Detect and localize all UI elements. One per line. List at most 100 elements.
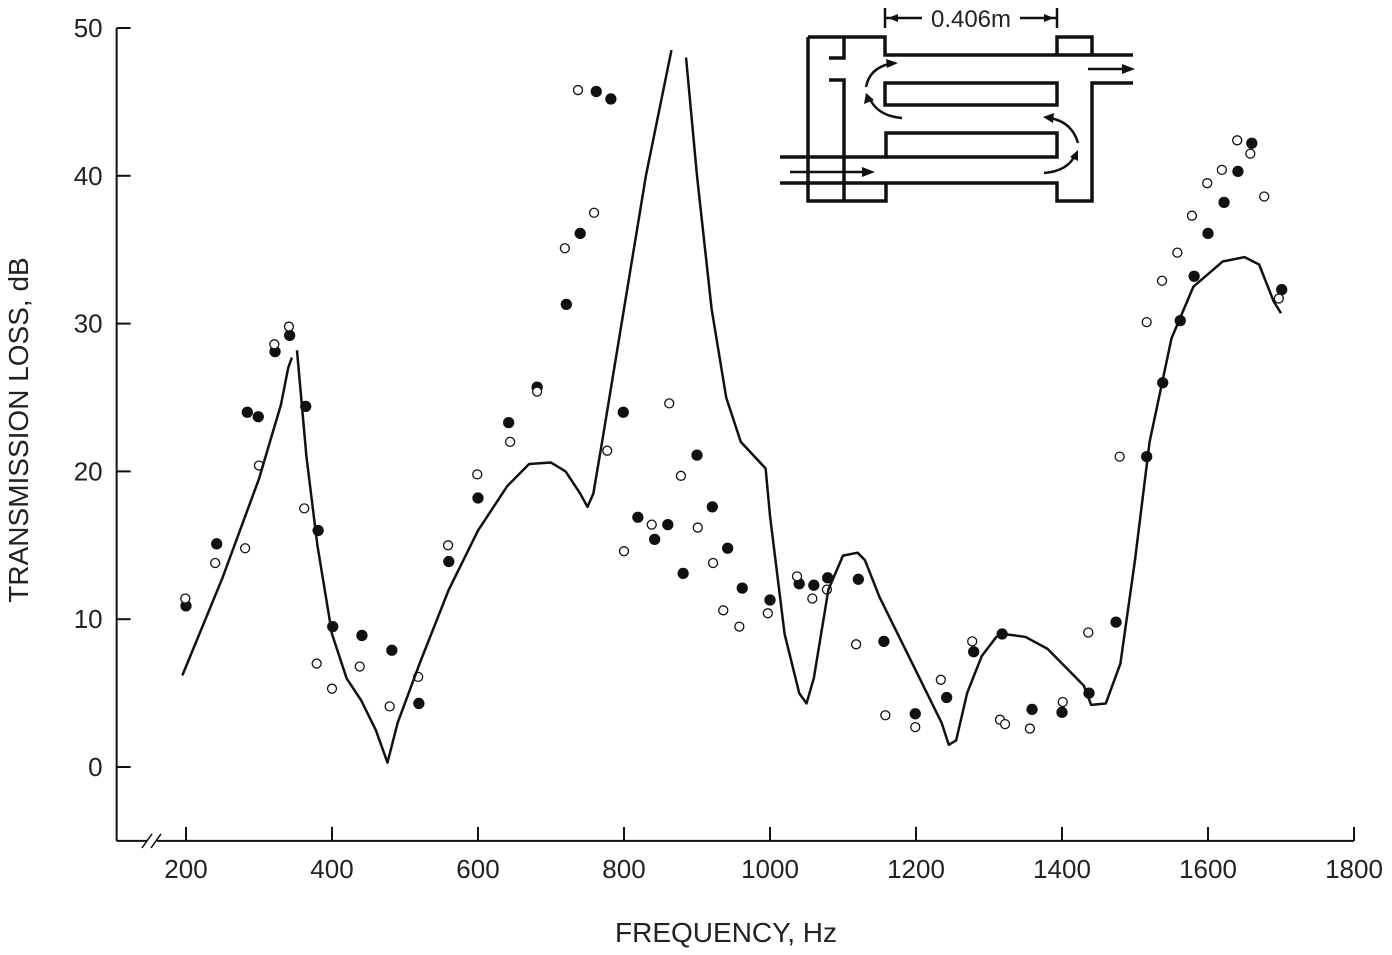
open-data-point: [692, 522, 703, 533]
open-data-point: [1216, 164, 1228, 176]
open-data-point: [588, 207, 600, 218]
x-tick-label: 1800: [1325, 854, 1383, 884]
filled-data-point: [1026, 703, 1038, 716]
filled-data-point: [968, 646, 980, 658]
y-tick-label: 40: [74, 161, 103, 191]
filled-data-point: [1056, 706, 1068, 718]
filled-data-point: [722, 542, 734, 554]
open-data-point: [1172, 247, 1183, 258]
filled-data-point: [560, 298, 572, 311]
x-axis-label: FREQUENCY, Hz: [615, 917, 837, 948]
open-data-point: [311, 658, 322, 669]
filled-data-point: [1202, 227, 1214, 240]
open-data-point: [210, 557, 221, 569]
muffler-inset-diagram: [780, 8, 1133, 203]
filled-data-point: [1188, 270, 1200, 282]
y-axis-label: TRANSMISSION LOSS, dB: [3, 257, 34, 602]
filled-data-point: [677, 567, 689, 580]
open-data-point: [664, 398, 675, 409]
open-data-point: [1024, 723, 1036, 734]
inset-dimension-label: 0.406m: [931, 6, 1011, 33]
filled-data-point: [252, 411, 264, 423]
open-data-point: [762, 608, 773, 619]
open-data-point: [384, 701, 395, 712]
x-tick-label: 1400: [1033, 854, 1091, 884]
open-data-point: [269, 339, 280, 350]
filled-data-point: [503, 416, 515, 429]
open-data-point: [326, 683, 338, 694]
open-data-point: [299, 503, 310, 514]
open-data-point: [734, 621, 745, 632]
filled-data-point: [1276, 283, 1288, 296]
filled-data-point: [909, 708, 921, 720]
filled-data-point: [764, 594, 776, 606]
theory-curve: [181, 357, 294, 676]
x-tick-label: 800: [602, 854, 645, 884]
open-data-point: [1259, 191, 1270, 202]
open-data-point: [999, 718, 1011, 730]
filled-data-point: [1246, 137, 1258, 149]
x-tick-label: 600: [456, 854, 499, 884]
open-data-point: [354, 661, 365, 672]
filled-data-point: [574, 227, 586, 240]
open-data-point: [1186, 210, 1198, 221]
x-tick-label: 1200: [887, 854, 945, 884]
open-data-point: [675, 470, 687, 481]
open-data-point: [442, 540, 454, 551]
open-data-point: [239, 543, 251, 554]
open-data-point: [646, 519, 657, 530]
filled-data-point: [356, 629, 368, 642]
filled-data-point: [617, 406, 629, 418]
filled-data-point: [941, 691, 953, 704]
filled-data-point: [706, 501, 718, 513]
y-tick-label: 0: [88, 752, 102, 782]
theory-curve: [684, 57, 1283, 747]
filled-data-point: [605, 93, 617, 105]
open-data-point: [1245, 148, 1256, 159]
filled-data-point: [211, 538, 223, 550]
x-tick-label: 1600: [1179, 854, 1237, 884]
open-data-point: [807, 593, 818, 604]
filled-data-point: [590, 85, 602, 98]
open-data-point: [559, 243, 571, 254]
filled-data-point: [632, 511, 644, 523]
axes: 200 400 600 800 1000 1200 1400 1600 1800 0 10 20 30 4…: [74, 13, 1383, 884]
open-data-point: [531, 386, 543, 397]
open-data-point: [602, 445, 613, 456]
data-marks: [180, 49, 1288, 764]
open-data-point: [791, 571, 803, 582]
y-tick-label: 20: [74, 456, 103, 486]
open-data-point: [180, 593, 191, 604]
open-data-point: [283, 321, 295, 332]
x-tick-label: 400: [310, 854, 353, 884]
x-tick-label: 1000: [741, 854, 799, 884]
filled-data-point: [472, 492, 484, 504]
filled-data-point: [808, 579, 820, 591]
open-data-point: [472, 469, 483, 480]
open-data-point: [935, 674, 946, 685]
filled-data-point: [662, 518, 674, 531]
open-data-point: [967, 636, 978, 647]
filled-data-point: [878, 635, 890, 648]
filled-data-point: [1218, 196, 1230, 209]
filled-data-point: [284, 329, 296, 342]
open-data-point: [1057, 696, 1068, 708]
open-data-point: [1202, 178, 1213, 189]
y-tick-label: 10: [74, 604, 103, 634]
axis-break-gap: [147, 832, 157, 849]
filled-data-point: [241, 406, 253, 418]
y-tick-label: 30: [74, 309, 103, 339]
open-data-point: [850, 639, 862, 650]
open-data-point: [1156, 275, 1168, 286]
open-data-point: [707, 557, 719, 569]
filled-data-point: [413, 697, 425, 710]
inset-arrowheads: [862, 14, 1135, 177]
open-data-point: [880, 710, 891, 721]
y-tick-label: 50: [74, 13, 103, 43]
open-data-point: [1083, 627, 1094, 638]
open-data-point: [910, 721, 921, 733]
open-data-point: [1141, 316, 1152, 328]
filled-data-point: [1232, 165, 1244, 178]
open-data-point: [1232, 135, 1243, 146]
